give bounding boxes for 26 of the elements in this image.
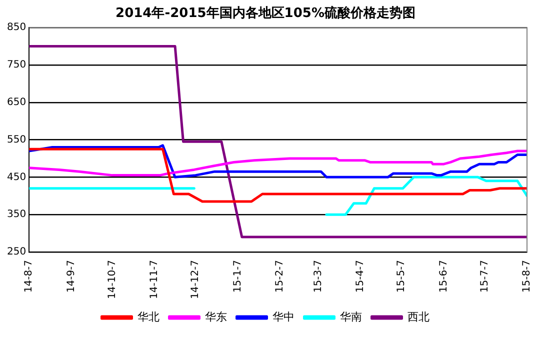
x-tick-label: 15-7-7 [479,260,490,293]
y-tick-label: 550 [6,134,26,146]
x-tick-label: 15-6-7 [438,260,450,293]
legend-label: 华东 [204,310,227,324]
legend-label: 西北 [407,310,430,324]
x-tick-label: 15-5-7 [396,260,408,293]
x-tick-label: 14-11-7 [149,260,160,300]
x-tick-label: 15-3-7 [312,260,324,293]
x-tick-label: 14-12-7 [190,260,202,300]
legend-label: 华中 [272,310,294,324]
legend-label: 华南 [340,310,362,324]
chart-title: 2014年-2015年国内各地区105%硫酸价格走势图 [116,5,416,22]
y-tick-label: 850 [6,22,26,34]
x-tick-label: 15-4-7 [355,260,366,293]
x-tick-label: 15-2-7 [274,260,286,293]
legend-label: 华北 [137,310,160,324]
x-tick-label: 14-9-7 [66,260,77,293]
x-tick-label: 14-8-7 [24,260,35,293]
y-tick-label: 450 [6,172,26,183]
x-tick-label: 15-8-7 [522,260,533,293]
x-tick-label: 14-10-7 [106,260,118,300]
y-tick-label: 750 [6,60,26,71]
y-tick-label: 350 [6,209,26,220]
y-tick-label: 650 [6,96,26,108]
x-tick-label: 15-1-7 [232,260,244,293]
y-tick-label: 250 [6,246,26,258]
